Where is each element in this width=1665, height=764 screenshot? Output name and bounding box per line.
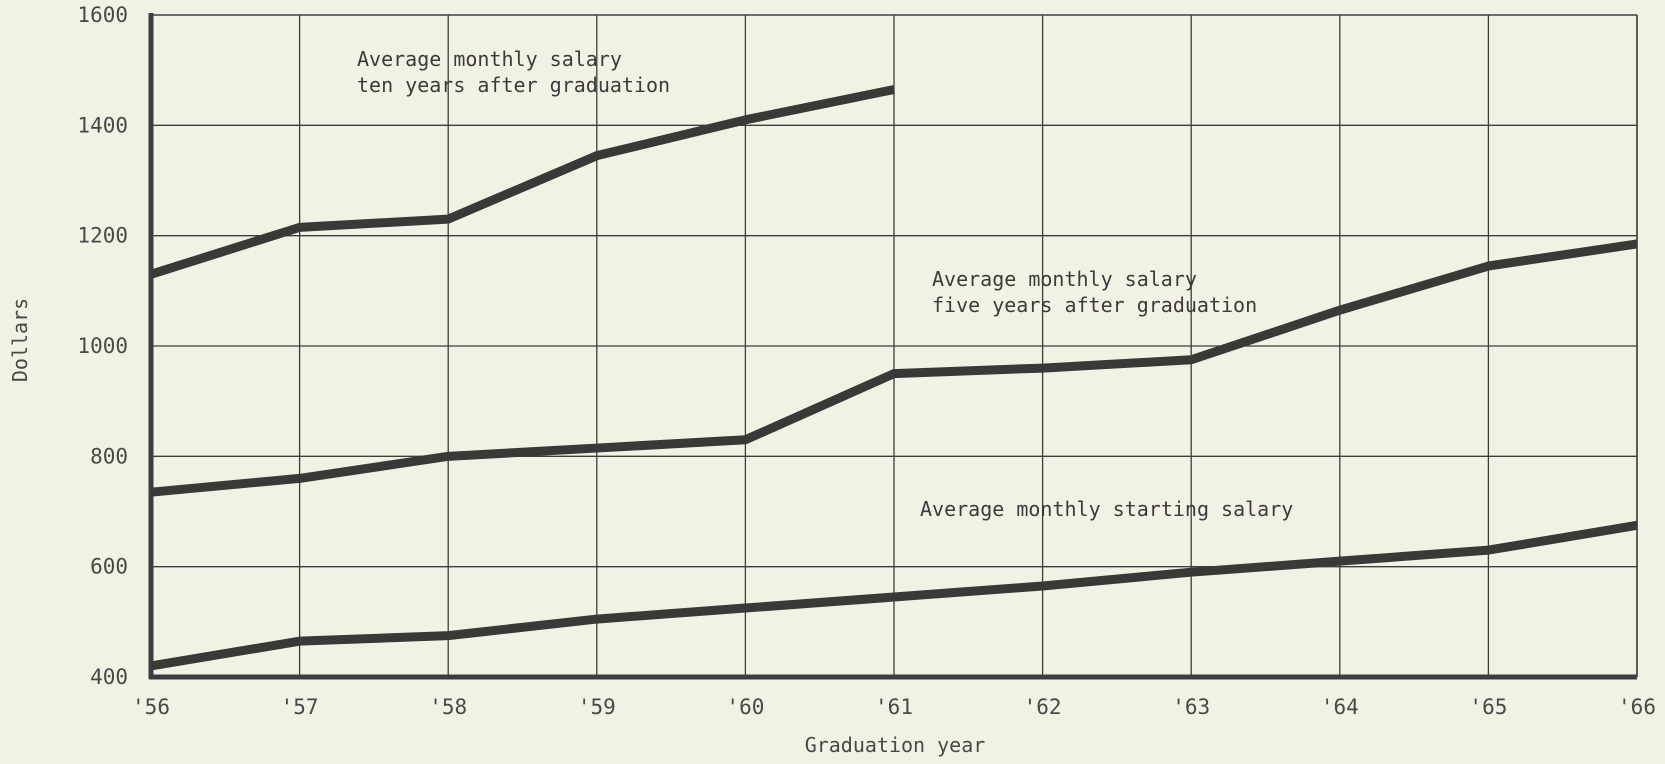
series-label-1: five years after graduation — [932, 293, 1257, 317]
axes — [148, 13, 1637, 680]
gridlines — [151, 14, 1638, 677]
series-line-0 — [149, 85, 895, 279]
series-label-0: ten years after graduation — [357, 73, 670, 97]
x-tick-label: '58 — [429, 695, 467, 719]
x-tick-label: '63 — [1172, 695, 1210, 719]
x-tick-label: '56 — [132, 695, 170, 719]
y-tick-labels: 400 600 800 1000 1200 1400 1600 — [77, 3, 128, 689]
series-line-1 — [150, 239, 1638, 497]
x-tick-label: '59 — [578, 695, 616, 719]
series-label-1: Average monthly salary — [932, 267, 1197, 291]
y-tick-label: 1200 — [77, 224, 128, 248]
x-axis-title: Graduation year — [805, 733, 986, 757]
series-label-0: Average monthly salary — [357, 47, 622, 71]
y-tick-label: 1000 — [77, 334, 128, 358]
y-tick-label: 1400 — [77, 113, 128, 137]
series-lines — [149, 85, 1638, 671]
x-tick-label: '62 — [1024, 695, 1062, 719]
y-tick-label: 600 — [90, 555, 128, 579]
x-tick-label: '64 — [1321, 695, 1359, 719]
y-tick-label: 400 — [90, 665, 128, 689]
x-tick-label: '60 — [726, 695, 764, 719]
series-label-2: Average monthly starting salary — [920, 497, 1293, 521]
y-tick-label: 1600 — [77, 3, 128, 27]
x-tick-label: '61 — [875, 695, 913, 719]
y-tick-label: 800 — [90, 444, 128, 468]
x-tick-label: '57 — [281, 695, 319, 719]
x-tick-label: '66 — [1618, 695, 1656, 719]
x-tick-label: '65 — [1469, 695, 1507, 719]
x-tick-labels: '56 '57 '58 '59 '60 '61 '62 '63 '64 '65 '66 — [132, 695, 1656, 719]
series-line-2 — [150, 520, 1638, 671]
y-axis-title: Dollars — [8, 298, 32, 382]
